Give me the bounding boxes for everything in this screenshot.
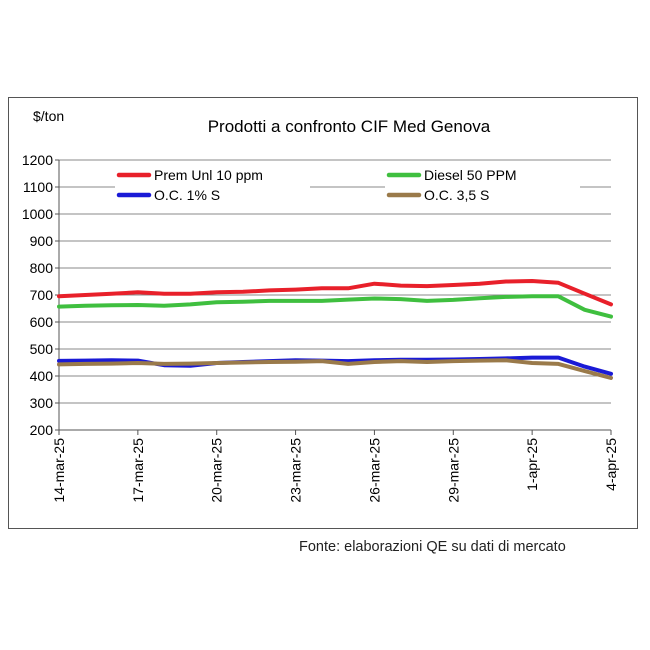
legend-label: O.C. 1% S bbox=[154, 187, 220, 203]
y-tick-label: 600 bbox=[30, 314, 54, 330]
legend-label: Prem Unl 10 ppm bbox=[154, 167, 263, 183]
source-note: Fonte: elaborazioni QE su dati di mercat… bbox=[299, 539, 566, 555]
chart-frame: $/ton Prodotti a confronto CIF Med Genov… bbox=[8, 97, 638, 529]
line-chart: $/ton Prodotti a confronto CIF Med Genov… bbox=[22, 108, 619, 503]
chart-title: Prodotti a confronto CIF Med Genova bbox=[208, 117, 491, 136]
legend-label: Diesel 50 PPM bbox=[424, 167, 517, 183]
y-tick-label: 400 bbox=[30, 368, 54, 384]
y-tick-label: 200 bbox=[30, 422, 54, 438]
y-tick-label: 300 bbox=[30, 395, 54, 411]
y-tick-label: 500 bbox=[30, 341, 54, 357]
x-tick-label: 29-mar-25 bbox=[445, 438, 461, 503]
legend: Prem Unl 10 ppm Diesel 50 PPM O.C. 1% S O.C… bbox=[115, 166, 580, 203]
legend-label: O.C. 3,5 S bbox=[424, 187, 489, 203]
legend-bg bbox=[115, 186, 310, 203]
series-line-3 bbox=[57, 358, 613, 380]
x-tick-label: 26-mar-25 bbox=[366, 438, 382, 503]
x-tick-label: 1-apr-25 bbox=[524, 438, 540, 491]
y-tick-label: 1200 bbox=[22, 152, 53, 168]
legend-bg bbox=[115, 166, 310, 183]
legend-bg bbox=[385, 186, 580, 203]
series-line-1 bbox=[57, 294, 613, 319]
y-tick-label: 800 bbox=[30, 260, 54, 276]
y-tick-label: 700 bbox=[30, 287, 54, 303]
y-axis: 200 300 400 500 600 700 800 900 1000 1100 1200 bbox=[22, 152, 60, 438]
series-lines bbox=[57, 279, 613, 380]
x-tick-label: 20-mar-25 bbox=[209, 438, 225, 503]
x-tick-label: 4-apr-25 bbox=[603, 438, 619, 491]
x-tick-label: 23-mar-25 bbox=[288, 438, 304, 503]
y-tick-label: 1000 bbox=[22, 206, 53, 222]
series-line-2 bbox=[57, 355, 613, 376]
x-axis: 14-mar-25 17-mar-25 20-mar-25 23-mar-25 26-m… bbox=[51, 429, 619, 503]
y-tick-label: 1100 bbox=[23, 179, 53, 195]
series-line-0 bbox=[57, 279, 613, 307]
unit-label: $/ton bbox=[33, 108, 64, 124]
legend-bg bbox=[385, 166, 580, 183]
x-tick-label: 14-mar-25 bbox=[51, 438, 67, 503]
x-tick-label: 17-mar-25 bbox=[130, 438, 146, 503]
y-tick-label: 900 bbox=[30, 233, 54, 249]
